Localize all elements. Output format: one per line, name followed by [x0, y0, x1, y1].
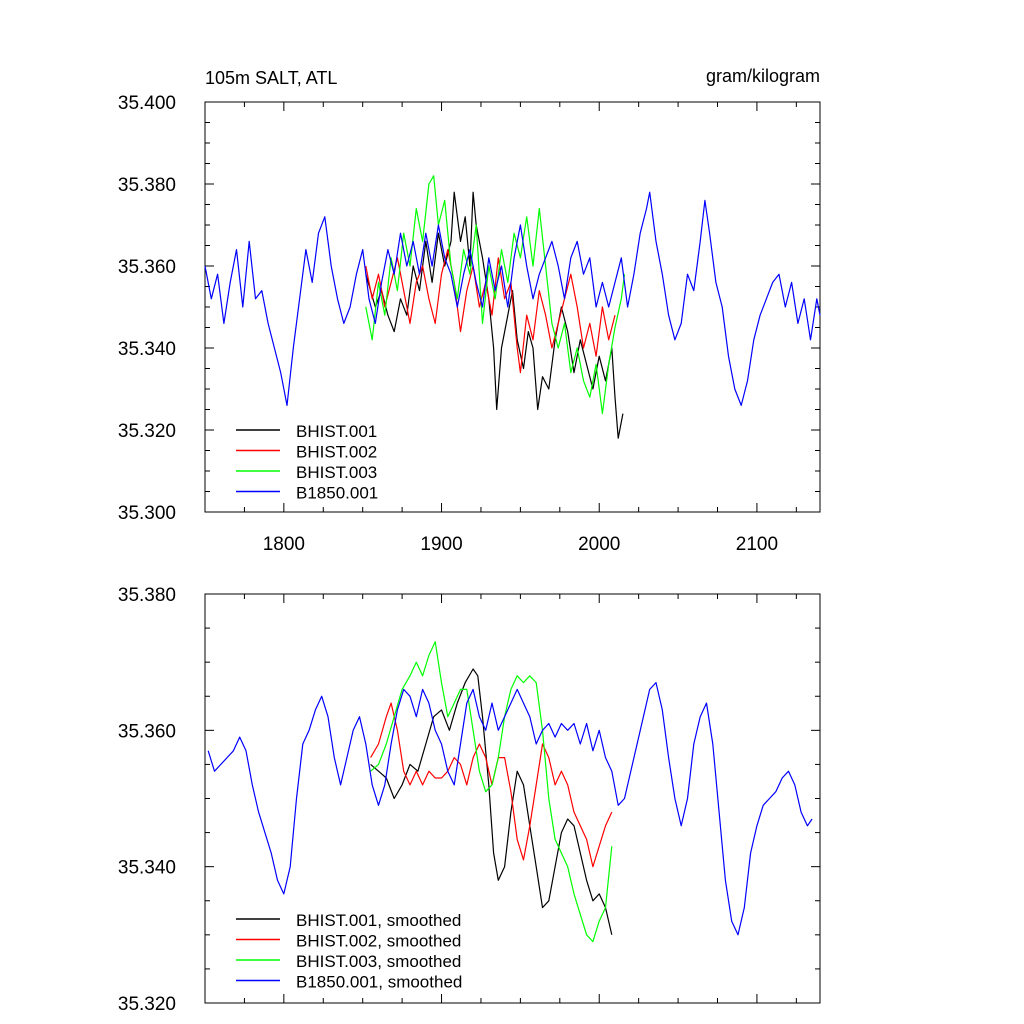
legend-label: BHIST.003, smoothed — [296, 952, 461, 971]
y-tick-label: 35.320 — [118, 994, 176, 1015]
y-tick-label: 35.340 — [118, 339, 176, 360]
x-tick-label: 1800 — [263, 534, 305, 555]
series-line-bhist-001-smoothed — [370, 668, 613, 935]
series-line-bhist-002 — [365, 249, 616, 374]
y-tick-label: 35.320 — [118, 421, 176, 442]
y-tick-label: 35.300 — [118, 503, 176, 524]
y-tick-label: 35.400 — [118, 93, 176, 114]
legend-label: BHIST.002 — [296, 443, 377, 462]
y-tick-label: 35.380 — [118, 175, 176, 196]
chart-title: 105m SALT, ATL — [205, 68, 337, 88]
y-tick-label: 35.380 — [118, 585, 176, 606]
x-tick-label: 1900 — [420, 534, 462, 555]
y-tick-label: 35.360 — [118, 721, 176, 742]
x-tick-label: 2100 — [736, 534, 778, 555]
units-label: gram/kilogram — [706, 66, 820, 86]
legend-label: BHIST.002, smoothed — [296, 932, 461, 951]
legend-label: BHIST.001 — [296, 422, 377, 441]
legend-label: BHIST.001, smoothed — [296, 911, 461, 930]
legend-label: B1850.001 — [296, 484, 378, 503]
series-line-b1850-001-smoothed — [207, 681, 813, 936]
top-panel: 105m SALT, ATL gram/kilogram 1800 1900 200… — [118, 66, 821, 555]
series-line-bhist-003 — [365, 175, 626, 415]
series-line-b1850-001 — [204, 191, 821, 406]
y-tick-label: 35.360 — [118, 257, 176, 278]
x-tick-label: 2000 — [578, 534, 620, 555]
series-line-bhist-001 — [365, 191, 624, 439]
legend-label: BHIST.003 — [296, 463, 377, 482]
series-line-bhist-003-smoothed — [370, 641, 613, 943]
y-tick-label: 35.340 — [118, 858, 176, 879]
bottom-panel: 35.320 35.340 35.360 35.380 BHIST.001, smoot… — [118, 585, 821, 1015]
legend-label: B1850.001, smoothed — [296, 973, 462, 992]
